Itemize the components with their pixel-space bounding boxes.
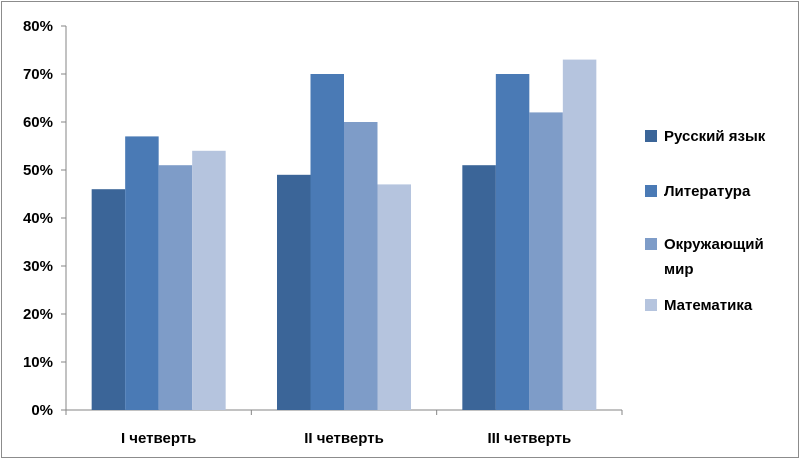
legend-label: Литература xyxy=(664,183,751,200)
legend-label: Математика xyxy=(664,297,753,314)
legend-swatch xyxy=(645,185,657,197)
bar xyxy=(562,59,597,410)
y-tick-label: 50% xyxy=(23,162,53,179)
bar xyxy=(158,165,193,410)
bars xyxy=(91,59,597,411)
legend-swatch xyxy=(645,130,657,142)
legend-item: Окружающий мир xyxy=(645,236,764,278)
y-tick-label: 80% xyxy=(23,18,53,35)
y-tick-label: 40% xyxy=(23,210,53,227)
y-tick-label: 0% xyxy=(31,402,53,419)
x-tick-label: I четверть xyxy=(121,430,196,447)
bar xyxy=(125,136,159,410)
bar xyxy=(277,174,311,410)
legend-swatch xyxy=(645,299,657,311)
y-tick-labels: 0% 10% 20% 30% 40% 50% 60% 70% 80% xyxy=(23,18,53,419)
legend-item: Русский язык xyxy=(645,128,766,145)
legend-label: Окружающий мир xyxy=(664,236,764,278)
y-tick-label: 30% xyxy=(23,258,53,275)
bar xyxy=(462,165,496,410)
legend-item: Литература xyxy=(645,183,751,200)
bar xyxy=(529,112,563,411)
y-tick-label: 10% xyxy=(23,354,53,371)
bar xyxy=(192,150,226,411)
x-tick-label: II четверть xyxy=(304,430,384,447)
legend-label: Русский язык xyxy=(664,128,766,145)
legend-item: Математика xyxy=(645,297,753,314)
bar xyxy=(310,74,344,410)
legend-swatch xyxy=(645,238,657,250)
legend: Русский язык Литература Окружающий мир Матем… xyxy=(645,128,766,314)
bar xyxy=(377,184,411,410)
x-tick-label: III четверть xyxy=(487,430,571,447)
bar xyxy=(344,122,378,410)
bar xyxy=(91,189,126,410)
y-tick-label: 70% xyxy=(23,66,53,83)
x-tick-labels: I четверть II четверть III четверть xyxy=(121,430,571,447)
y-tick-label: 60% xyxy=(23,114,53,131)
bar xyxy=(495,74,530,410)
y-tick-label: 20% xyxy=(23,306,53,323)
